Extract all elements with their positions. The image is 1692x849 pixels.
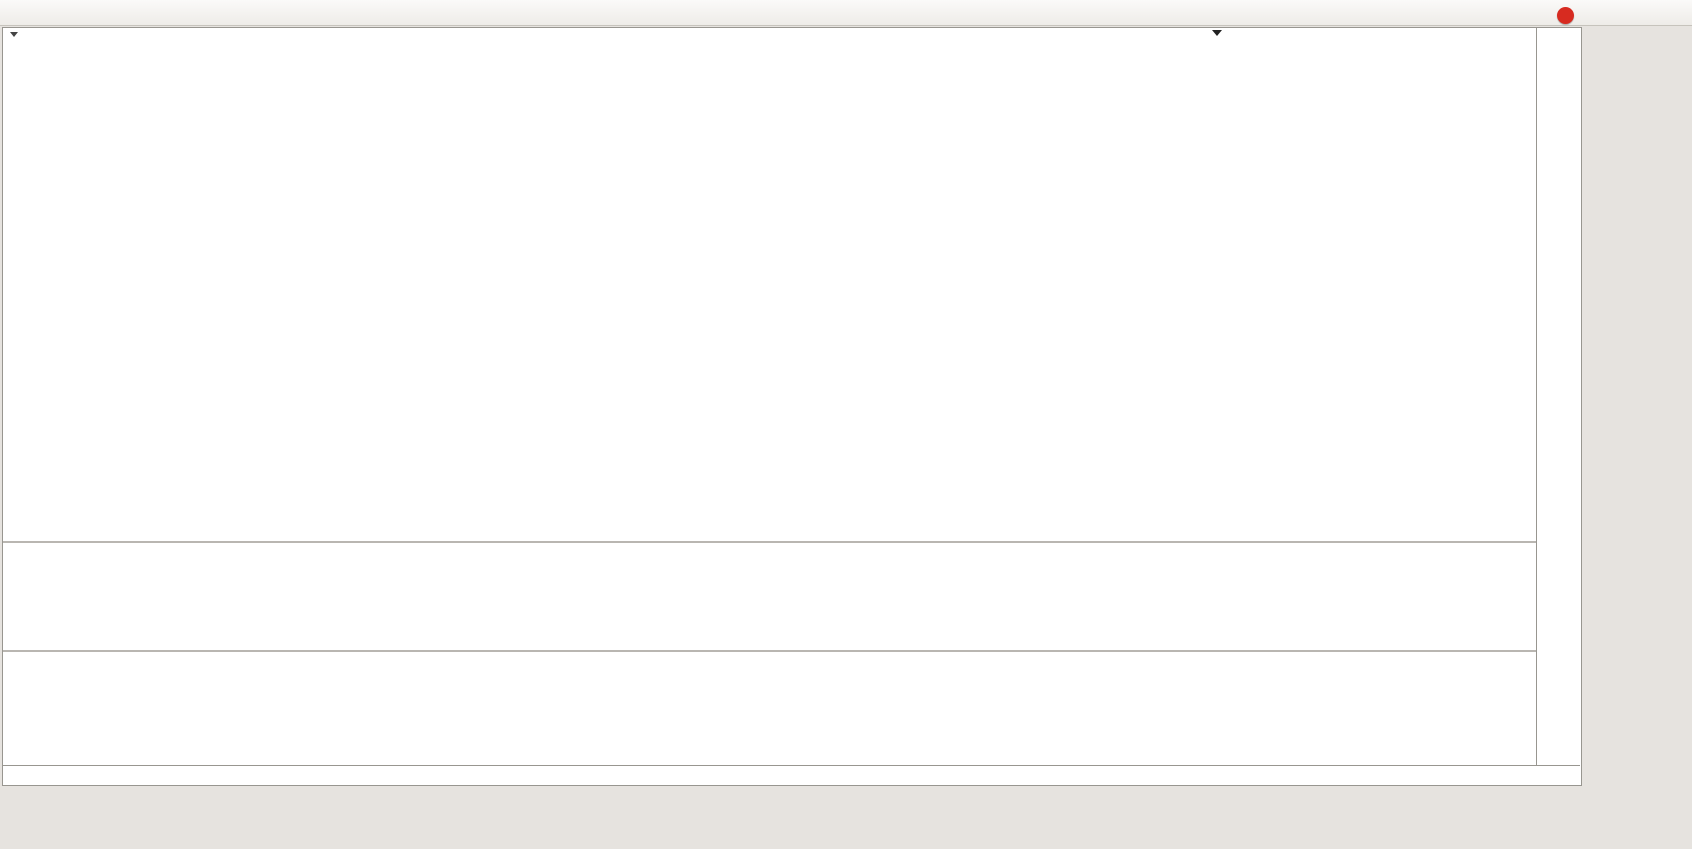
macd-panel[interactable] bbox=[3, 543, 1536, 650]
main-toolbar bbox=[0, 0, 1692, 26]
search-icon[interactable] bbox=[1517, 3, 1547, 27]
one-click-trading-expander-icon[interactable] bbox=[10, 32, 18, 37]
panel-splitter[interactable] bbox=[3, 541, 1536, 543]
price-axis[interactable] bbox=[1536, 28, 1581, 765]
price-shift-marker[interactable] bbox=[1212, 30, 1222, 36]
rsi-panel[interactable] bbox=[3, 652, 1536, 765]
panel-splitter[interactable] bbox=[3, 650, 1536, 652]
chart-header bbox=[10, 32, 32, 37]
time-axis[interactable] bbox=[3, 765, 1580, 785]
price-chart[interactable] bbox=[3, 28, 1536, 541]
toolbar-right-tools bbox=[1517, 3, 1574, 27]
notification-badge[interactable] bbox=[1557, 6, 1574, 24]
chart-window bbox=[2, 27, 1582, 786]
